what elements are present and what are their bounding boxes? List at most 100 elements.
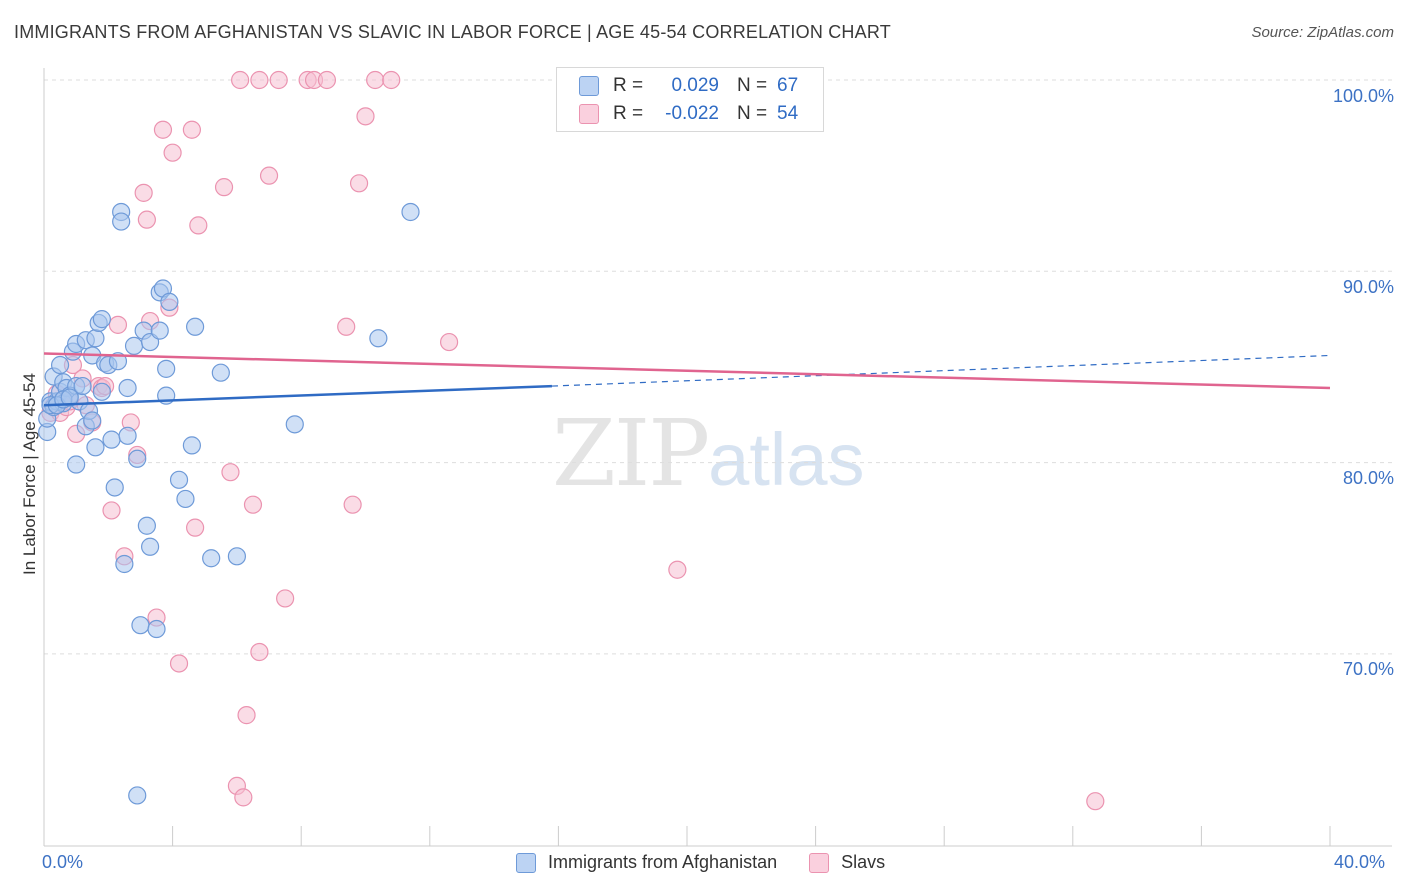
- afghanistan-point: [86, 329, 105, 348]
- legend-r-value: -0.022: [665, 103, 719, 124]
- afghanistan-point: [50, 355, 70, 375]
- afghanistan-point: [157, 359, 176, 378]
- slavs-trend-line: [43, 352, 1331, 390]
- y-tick-label-100: 100.0%: [1332, 86, 1394, 106]
- slavs-point: [134, 183, 153, 202]
- afghanistan-point: [105, 478, 124, 497]
- afghanistan-point: [112, 212, 131, 231]
- slavs-point: [356, 107, 375, 126]
- afghanistan-point: [160, 292, 179, 312]
- afghanistan-point: [369, 329, 388, 348]
- slavs-point: [259, 166, 279, 185]
- afghanistan-point: [211, 363, 230, 382]
- afghanistan-point: [102, 430, 121, 449]
- slavs-point: [221, 463, 240, 482]
- slavs-point: [1086, 792, 1105, 811]
- watermark: ZIPatlas: [552, 400, 864, 507]
- y-axis-label-wrap: In Labor Force | Age 45-54: [20, 373, 40, 585]
- legend-r-value: 0.029: [671, 75, 719, 96]
- afghanistan-point: [131, 616, 150, 635]
- series-legend: Immigrants from Afghanistan Slavs: [516, 852, 917, 873]
- afghanistan-point: [140, 537, 160, 556]
- slavs-point: [108, 315, 128, 334]
- legend-r-label: R =: [613, 103, 644, 124]
- legend-n-value: 54: [777, 103, 799, 124]
- slavs-point: [382, 70, 401, 90]
- afghanistan-point: [67, 455, 86, 474]
- legend-swatch-blue: [579, 76, 599, 96]
- afghanistan-point: [150, 321, 169, 340]
- afghanistan-point: [182, 436, 201, 455]
- slavs-point: [366, 70, 385, 90]
- afghanistan-point: [186, 317, 205, 336]
- afghanistan-point: [108, 352, 128, 371]
- x-tick-label-40: 40.0%: [1334, 852, 1386, 872]
- watermark-atlas: atlas: [708, 418, 865, 501]
- y-tick-label-70: 70.0%: [1342, 659, 1394, 679]
- legend-label-afghanistan: Immigrants from Afghanistan: [548, 852, 778, 872]
- slavs-point: [337, 317, 356, 336]
- legend-item-slavs: Slavs: [809, 852, 885, 873]
- afghanistan-trend-line: [43, 384, 553, 407]
- slavs-point: [102, 501, 121, 520]
- legend-n-label: N =: [737, 103, 768, 124]
- afghanistan-point: [115, 554, 134, 574]
- afghanistan-point: [285, 415, 304, 434]
- afghanistan-point: [128, 786, 147, 805]
- slavs-point: [349, 174, 369, 193]
- afghanistan-point: [401, 202, 420, 222]
- slavs-point: [153, 120, 173, 139]
- slavs-point: [186, 518, 205, 537]
- slavs-point: [231, 70, 250, 90]
- slavs-point: [439, 332, 459, 352]
- watermark-zip: ZIP: [552, 400, 710, 507]
- afghanistan-point: [118, 378, 137, 398]
- slavs-point: [169, 654, 189, 673]
- source-label: Source: ZipAtlas.com: [1251, 24, 1394, 41]
- legend-swatch-pink: [809, 852, 830, 873]
- afghanistan-trend-extension: [551, 354, 1331, 387]
- correlation-legend: R = 0.029 N = 67 R = -0.022 N = 54: [556, 67, 824, 132]
- slavs-point: [182, 120, 201, 139]
- slavs-point: [343, 495, 362, 514]
- x-tick-label-0: 0.0%: [42, 852, 84, 872]
- slavs-point: [668, 560, 687, 579]
- legend-n-label: N =: [737, 75, 768, 96]
- afghanistan-point: [73, 376, 92, 396]
- afghanistan-point: [202, 549, 221, 568]
- afghanistan-point: [92, 310, 111, 329]
- slavs-point: [214, 178, 234, 197]
- afghanistan-point: [227, 547, 246, 566]
- legend-row-afghanistan: R = 0.029 N = 67: [579, 74, 798, 98]
- slavs-point: [163, 143, 182, 162]
- afghanistan-point: [118, 426, 137, 445]
- afghanistan-point: [124, 336, 144, 356]
- slavs-point: [269, 70, 288, 90]
- y-tick-label-90: 90.0%: [1342, 277, 1394, 297]
- legend-item-afghanistan: Immigrants from Afghanistan: [516, 852, 777, 873]
- afghanistan-point: [176, 489, 195, 509]
- legend-r-label: R =: [613, 75, 644, 96]
- afghanistan-point: [92, 382, 111, 401]
- slavs-point: [137, 210, 156, 229]
- legend-n-value: 67: [777, 75, 799, 96]
- slavs-point: [243, 495, 263, 514]
- slavs-point: [250, 70, 269, 90]
- slavs-point: [317, 70, 337, 90]
- chart-title: IMMIGRANTS FROM AFGHANISTAN VS SLAVIC IN…: [14, 22, 891, 42]
- afghanistan-point: [83, 411, 102, 430]
- y-axis-label: In Labor Force | Age 45-54: [20, 373, 39, 575]
- legend-label-slavs: Slavs: [841, 852, 886, 872]
- slavs-point: [189, 216, 208, 235]
- y-tick-label-80: 80.0%: [1342, 468, 1394, 488]
- afghanistan-point: [60, 388, 79, 407]
- slavs-point: [237, 706, 256, 725]
- legend-row-slavs: R = -0.022 N = 54: [579, 102, 798, 126]
- afghanistan-point: [137, 516, 156, 535]
- slavs-point: [234, 788, 253, 807]
- afghanistan-point: [86, 438, 105, 457]
- afghanistan-point: [128, 449, 147, 468]
- afghanistan-point: [147, 619, 166, 639]
- legend-swatch-pink: [579, 104, 599, 124]
